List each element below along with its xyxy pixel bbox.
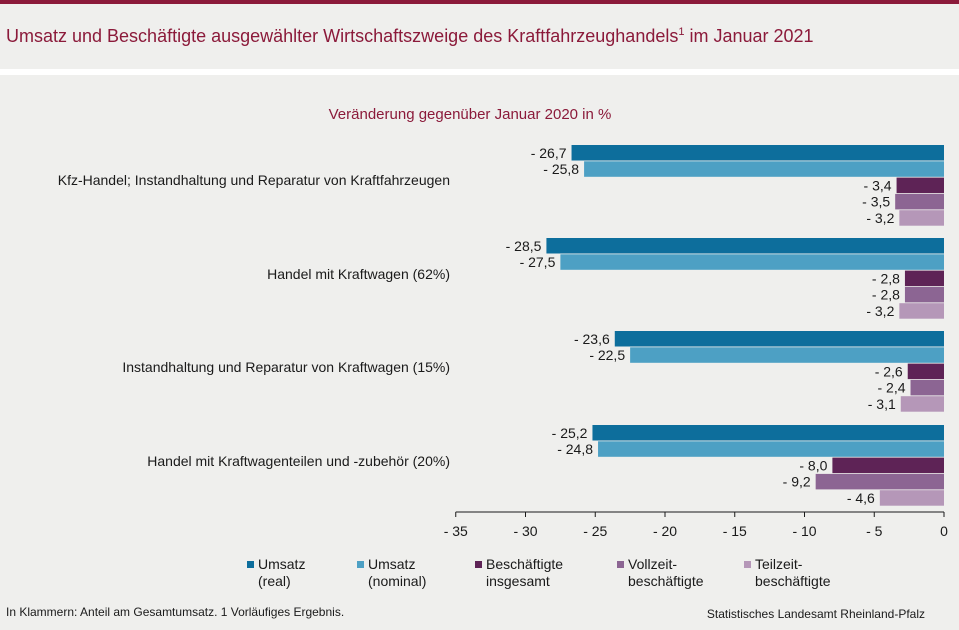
bar-value-label: - 23,6 (574, 331, 610, 347)
bar-value-label: - 2,8 (872, 270, 900, 286)
x-tick-label: - 15 (723, 523, 747, 539)
header-divider (0, 69, 959, 75)
legend-swatch (744, 561, 751, 568)
bar-value-label: - 3,4 (864, 177, 892, 193)
bar (592, 425, 944, 441)
bar (832, 457, 944, 474)
bar-value-label: - 3,1 (868, 396, 896, 412)
bar-value-label: - 24,8 (557, 441, 593, 457)
bar (899, 303, 944, 319)
bar-value-label: - 3,5 (862, 194, 890, 210)
bar (560, 254, 944, 270)
bar (546, 238, 944, 254)
title-suffix: im Januar 2021 (684, 26, 814, 46)
page-title: Umsatz und Beschäftigte ausgewählter Wir… (6, 26, 814, 47)
bar-value-label: - 25,2 (552, 425, 588, 441)
category-label: Instandhaltung und Reparatur von Kraftwa… (122, 359, 450, 375)
bar (907, 363, 944, 380)
x-tick-label: - 30 (513, 523, 537, 539)
x-tick-label: 0 (940, 523, 948, 539)
bar-chart: Kfz-Handel; Instandhaltung und Reparatur… (58, 145, 948, 539)
bar (815, 473, 944, 490)
bar-value-label: - 2,6 (875, 363, 903, 379)
bar-value-label: - 28,5 (506, 238, 542, 254)
source-credit: Statistisches Landesamt Rheinland-Pfalz (706, 607, 925, 621)
title-text: Umsatz und Beschäftigte ausgewählter Wir… (6, 26, 679, 46)
bar (899, 210, 944, 226)
top-accent-rule (0, 0, 959, 4)
category-label: Handel mit Kraftwagenteilen und -zubehör… (147, 453, 450, 469)
category-label: Kfz-Handel; Instandhaltung und Reparatur… (58, 172, 450, 188)
bar-value-label: - 2,8 (872, 287, 900, 303)
bar-value-label: - 26,7 (531, 145, 567, 161)
bar (910, 379, 944, 396)
legend-label: Umsatz (nominal) (368, 556, 427, 589)
x-tick-label: - 25 (583, 523, 607, 539)
x-tick-label: - 5 (866, 523, 883, 539)
bar (904, 270, 944, 287)
bar-value-label: - 3,2 (866, 303, 894, 319)
x-tick-label: - 35 (444, 523, 468, 539)
bar (904, 286, 944, 303)
legend-swatch (475, 561, 482, 568)
bar (879, 490, 944, 506)
footnote: In Klammern: Anteil am Gesamtumsatz. 1 V… (6, 605, 345, 619)
legend-swatch (617, 561, 624, 568)
bar-value-label: - 3,2 (866, 210, 894, 226)
legend-label: Vollzeit- beschäftigte (628, 556, 704, 589)
bar (571, 145, 944, 161)
legend-swatch (247, 561, 254, 568)
bar-value-label: - 9,2 (783, 474, 811, 490)
x-tick-label: - 10 (792, 523, 816, 539)
bar (598, 441, 944, 457)
chart-subtitle: Veränderung gegenüber Januar 2020 in % (328, 106, 612, 123)
bar (896, 177, 944, 194)
legend-label: Teilzeit- beschäftigte (755, 556, 831, 589)
bar-value-label: - 2,4 (878, 380, 906, 396)
legend-label: Beschäftigte insgesamt (486, 556, 564, 589)
bar-value-label: - 25,8 (543, 161, 579, 177)
title-footnote-mark: 1 (678, 26, 685, 38)
legend-label: Umsatz (real) (258, 556, 306, 589)
bar (895, 193, 944, 210)
bar-value-label: - 27,5 (520, 254, 556, 270)
bar-value-label: - 8,0 (799, 457, 827, 473)
bar (630, 347, 944, 363)
legend-swatch (357, 561, 364, 568)
bar-value-label: - 22,5 (589, 347, 625, 363)
x-tick-label: - 20 (653, 523, 677, 539)
bar-value-label: - 4,6 (847, 490, 875, 506)
category-label: Handel mit Kraftwagen (62%) (267, 266, 450, 282)
bar (614, 331, 944, 347)
bar (584, 161, 944, 177)
bar (900, 396, 944, 412)
